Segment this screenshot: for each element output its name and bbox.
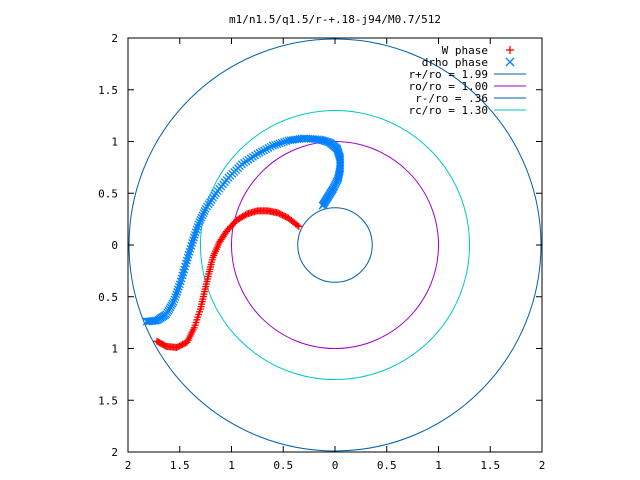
drho-phase-point: [198, 211, 207, 220]
y-tick-label: 1: [111, 136, 118, 149]
legend-swatch: [505, 57, 515, 67]
drho-phase-point: [174, 282, 183, 291]
drho-phase-point: [189, 233, 198, 242]
drho-phase-point: [190, 230, 199, 239]
drho-phase-point: [200, 207, 209, 215]
drho-phase-point: [144, 317, 153, 326]
drho-phase-point: [174, 285, 182, 294]
legend-label: ro/ro = 1.00: [409, 80, 488, 93]
drho-phase-point: [271, 140, 280, 149]
drho-phase-point: [266, 142, 275, 151]
w-phase-point: [153, 337, 161, 345]
axis-ticks: 2 1.5 1 0.5 0 0.5 1 1.5 221.510.500.511.52: [98, 32, 545, 472]
drho-phase-point: [264, 144, 273, 152]
y-tick-label: 0.5: [98, 291, 118, 304]
drho-phase-point: [196, 215, 205, 224]
y-tick-label: 2: [111, 446, 118, 459]
y-tick-label: 0: [111, 239, 118, 252]
x-tick-label: 0.5: [273, 459, 293, 472]
drho-phase-point: [284, 136, 293, 145]
drho-phase-point: [197, 213, 206, 222]
circle-r-1_3: [199, 109, 471, 381]
drho-phase-point: [142, 317, 151, 326]
drho-phase-point: [191, 228, 200, 237]
drho-phase-point: [192, 225, 201, 234]
legend-label: W phase: [442, 44, 488, 57]
drho-phase-point: [280, 137, 288, 146]
y-tick-label: 2: [111, 32, 118, 45]
legend-label: drho phase: [422, 56, 488, 69]
drho-phase-point: [193, 223, 202, 231]
legend-label: rc/ro = 1.30: [409, 104, 488, 117]
drho-phase-point: [195, 218, 204, 227]
drho-phase-point: [260, 146, 268, 155]
data-series: [142, 134, 345, 351]
drho-phase-point: [277, 138, 286, 147]
drho-phase-point: [275, 139, 284, 148]
chart-title: m1/n1.5/q1.5/r-+.18-j94/M0.7/512: [229, 13, 441, 26]
drho-phase-point: [268, 141, 277, 150]
drho-phase-point: [173, 287, 182, 296]
drho-phase-point: [194, 220, 203, 229]
drho-phase-point: [255, 148, 264, 157]
drho-phase-point: [201, 204, 210, 213]
drho-phase-point: [172, 290, 181, 299]
legend-label: r-/ro = .36: [415, 92, 488, 105]
y-tick-label: 0.5: [98, 187, 118, 200]
x-tick-label: 1.5: [480, 459, 500, 472]
x-tick-label: 1: [435, 459, 442, 472]
drho-phase-point: [257, 147, 266, 156]
legend-label: r+/ro = 1.99: [409, 68, 488, 81]
drho-phase-point: [273, 140, 282, 149]
x-tick-label: 1: [228, 459, 235, 472]
y-tick-label: 1.5: [98, 84, 118, 97]
drho-phase-point: [175, 280, 184, 289]
drho-phase-point: [262, 145, 271, 154]
w-phase-point: [216, 237, 224, 245]
y-tick-label: 1: [111, 343, 118, 356]
legend-swatch: [506, 46, 514, 54]
drho-phase-point: [282, 137, 291, 146]
w-phase-point: [154, 338, 162, 346]
x-tick-label: 2: [125, 459, 132, 472]
drho-phase-point: [189, 236, 198, 245]
drho-phase-point: [171, 292, 180, 301]
y-tick-label: 1.5: [98, 394, 118, 407]
circle-r-0_36: [297, 207, 373, 283]
x-tick-label: 0.5: [377, 459, 397, 472]
x-tick-label: 0: [332, 459, 339, 472]
drho-phase-point: [170, 295, 179, 304]
drho-phase-point: [199, 209, 208, 218]
x-tick-label: 2: [539, 459, 546, 472]
drho-phase-point: [145, 317, 154, 326]
x-tick-label: 1.5: [170, 459, 190, 472]
